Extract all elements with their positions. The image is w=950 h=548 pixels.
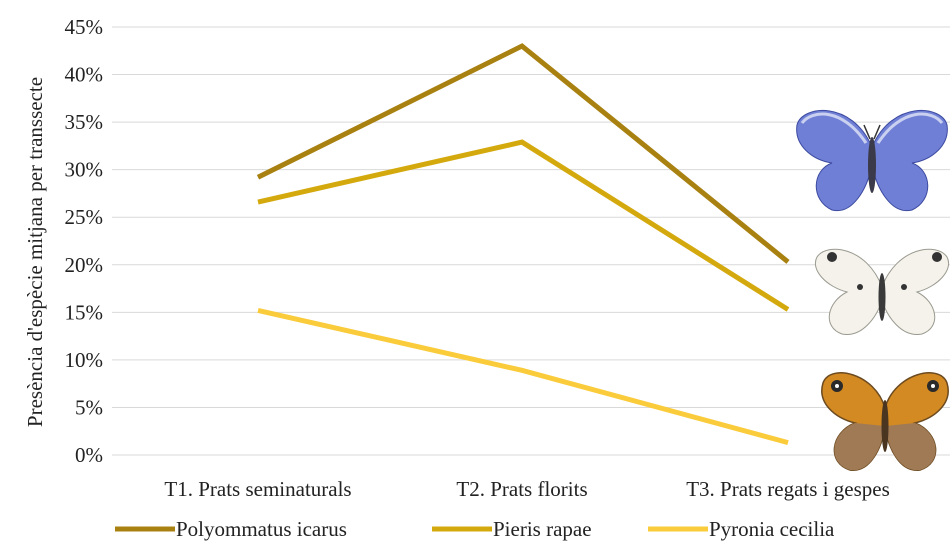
y-tick-labels: 0% 5% 10% 15% 20% 25% 30% 35% 40% 45% xyxy=(65,15,104,467)
y-tick-label: 35% xyxy=(65,110,104,134)
series-line xyxy=(257,139,790,312)
x-tick-label: T2. Prats florits xyxy=(456,477,587,501)
series-line xyxy=(257,307,789,446)
blue-butterfly-icon xyxy=(796,109,948,212)
y-tick-label: 15% xyxy=(65,300,104,324)
series-lines xyxy=(256,43,790,446)
legend-label: Pyronia cecilia xyxy=(709,517,835,541)
grid-lines xyxy=(112,26,950,456)
legend-label: Pieris rapae xyxy=(493,517,592,541)
orange-butterfly-icon xyxy=(821,372,949,471)
y-axis-label: Presència d'espècie mitjana per transsec… xyxy=(23,77,47,427)
y-tick-label: 5% xyxy=(75,395,103,419)
y-tick-label: 40% xyxy=(65,63,104,87)
white-butterfly-icon xyxy=(814,248,950,335)
y-tick-label: 0% xyxy=(75,443,103,467)
y-tick-label: 10% xyxy=(65,348,104,372)
x-tick-label: T3. Prats regats i gespes xyxy=(686,477,890,501)
x-tick-labels: T1. Prats seminaturals T2. Prats florits T… xyxy=(164,477,889,501)
y-tick-label: 25% xyxy=(65,205,104,229)
series-line xyxy=(256,43,790,264)
y-tick-label: 30% xyxy=(65,158,104,182)
legend: Polyommatus icarus Pieris rapae Pyronia ce… xyxy=(115,517,835,541)
y-tick-label: 45% xyxy=(65,15,104,39)
x-tick-label: T1. Prats seminaturals xyxy=(164,477,351,501)
legend-label: Polyommatus icarus xyxy=(176,517,347,541)
y-tick-label: 20% xyxy=(65,253,104,277)
